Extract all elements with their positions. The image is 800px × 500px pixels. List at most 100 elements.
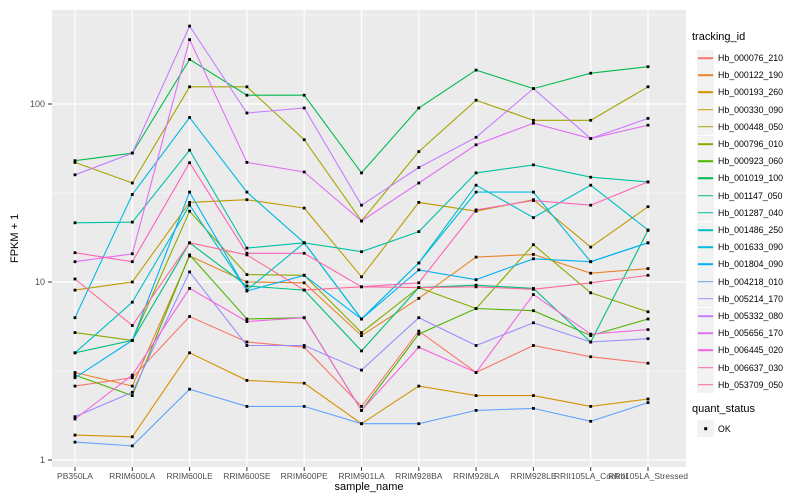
data-point [302,345,306,349]
data-point [360,285,363,289]
data-point [73,260,77,264]
data-point [130,339,134,342]
data-point [417,268,421,272]
data-point [188,85,191,89]
data-point [130,181,134,185]
data-point [532,321,535,325]
data-point [73,251,77,255]
data-point [589,71,593,75]
legend-item: Hb_001287_040 [697,204,783,222]
legend-key-line [697,307,714,325]
data-point [646,397,650,401]
data-point [188,148,191,152]
data-point [417,150,421,153]
data-point [130,373,134,377]
data-point [245,379,249,382]
data-point [589,183,593,187]
x-tick-label: RRIM600PE [280,471,328,481]
data-point [360,409,363,412]
data-point [474,307,478,310]
legend-item-label: Hb_000122_190 [718,70,784,81]
legend-item: Hb_000193_260 [697,83,784,101]
data-point [417,296,421,300]
legend-item-label: Hb_006445_020 [718,345,784,356]
data-point [245,340,249,344]
data-point [188,38,191,41]
legend-key-line [697,135,714,153]
data-point [73,331,77,334]
legend-key-line [697,83,714,101]
data-point [589,271,593,275]
data-point [302,288,306,292]
data-point [646,180,650,184]
legend-key-line [697,187,714,205]
data-point [188,58,191,61]
data-point [360,275,363,279]
data-point [474,190,478,194]
data-point [130,444,134,448]
data-point [245,198,249,202]
data-point [302,316,306,320]
data-point [130,390,134,394]
data-point [188,161,191,165]
data-point [474,98,478,102]
data-point [589,355,593,359]
data-point [417,316,421,320]
data-point [589,332,593,336]
data-point [302,381,306,385]
data-point [73,433,77,437]
data-point [646,337,650,341]
data-point [474,285,478,289]
data-point [245,273,249,276]
data-point [646,241,650,245]
legend-item-label: Hb_006637_030 [718,362,784,373]
legend-key-line [697,290,714,308]
legend-item: Hb_001633_090 [697,238,783,256]
data-point [73,159,77,163]
data-point [417,345,421,349]
legend-key-line [697,255,714,273]
legend-key-line [697,376,714,394]
x-tick-label: RRIM928BA [395,471,443,481]
data-point [532,216,535,219]
legend-item-label: Hb_005656_170 [718,328,784,339]
data-point [474,394,478,397]
data-point [474,278,478,282]
data-point [417,181,421,185]
data-point [73,173,77,177]
data-point [474,409,478,412]
legend-item-label: Hb_000923_060 [718,156,784,167]
legend-item: Hb_000122_190 [697,66,784,84]
data-point [532,243,535,247]
legend-item-label: Hb_001019_100 [718,173,784,184]
data-point [532,257,535,261]
data-point [302,138,306,142]
data-point [646,123,650,127]
legend-item: Hb_000923_060 [697,152,784,170]
legend-key-line [697,273,714,291]
legend-key-line [697,341,714,359]
data-point [417,281,421,285]
data-point [73,351,77,355]
data-point [474,143,478,147]
legend-item: Hb_001147_050 [697,187,782,205]
legend-item-label: Hb_000193_260 [718,87,784,98]
data-point [589,291,593,295]
data-point [646,328,650,331]
data-point [474,183,478,187]
data-point [589,405,593,408]
data-point [360,203,363,207]
data-point [245,253,249,257]
data-point [532,394,535,397]
data-point [360,349,363,353]
data-point [474,371,478,374]
legend-item: Hb_000076_210 [697,49,783,67]
data-point [646,205,650,209]
legend-item-label: Hb_005332_080 [718,311,784,322]
data-point [532,293,535,296]
data-point [532,121,535,125]
y-axis-title: FPKM + 1 [9,213,21,263]
legend-item-label: OK [718,423,731,434]
data-point [646,310,650,314]
x-axis-title: sample_name [334,481,404,493]
